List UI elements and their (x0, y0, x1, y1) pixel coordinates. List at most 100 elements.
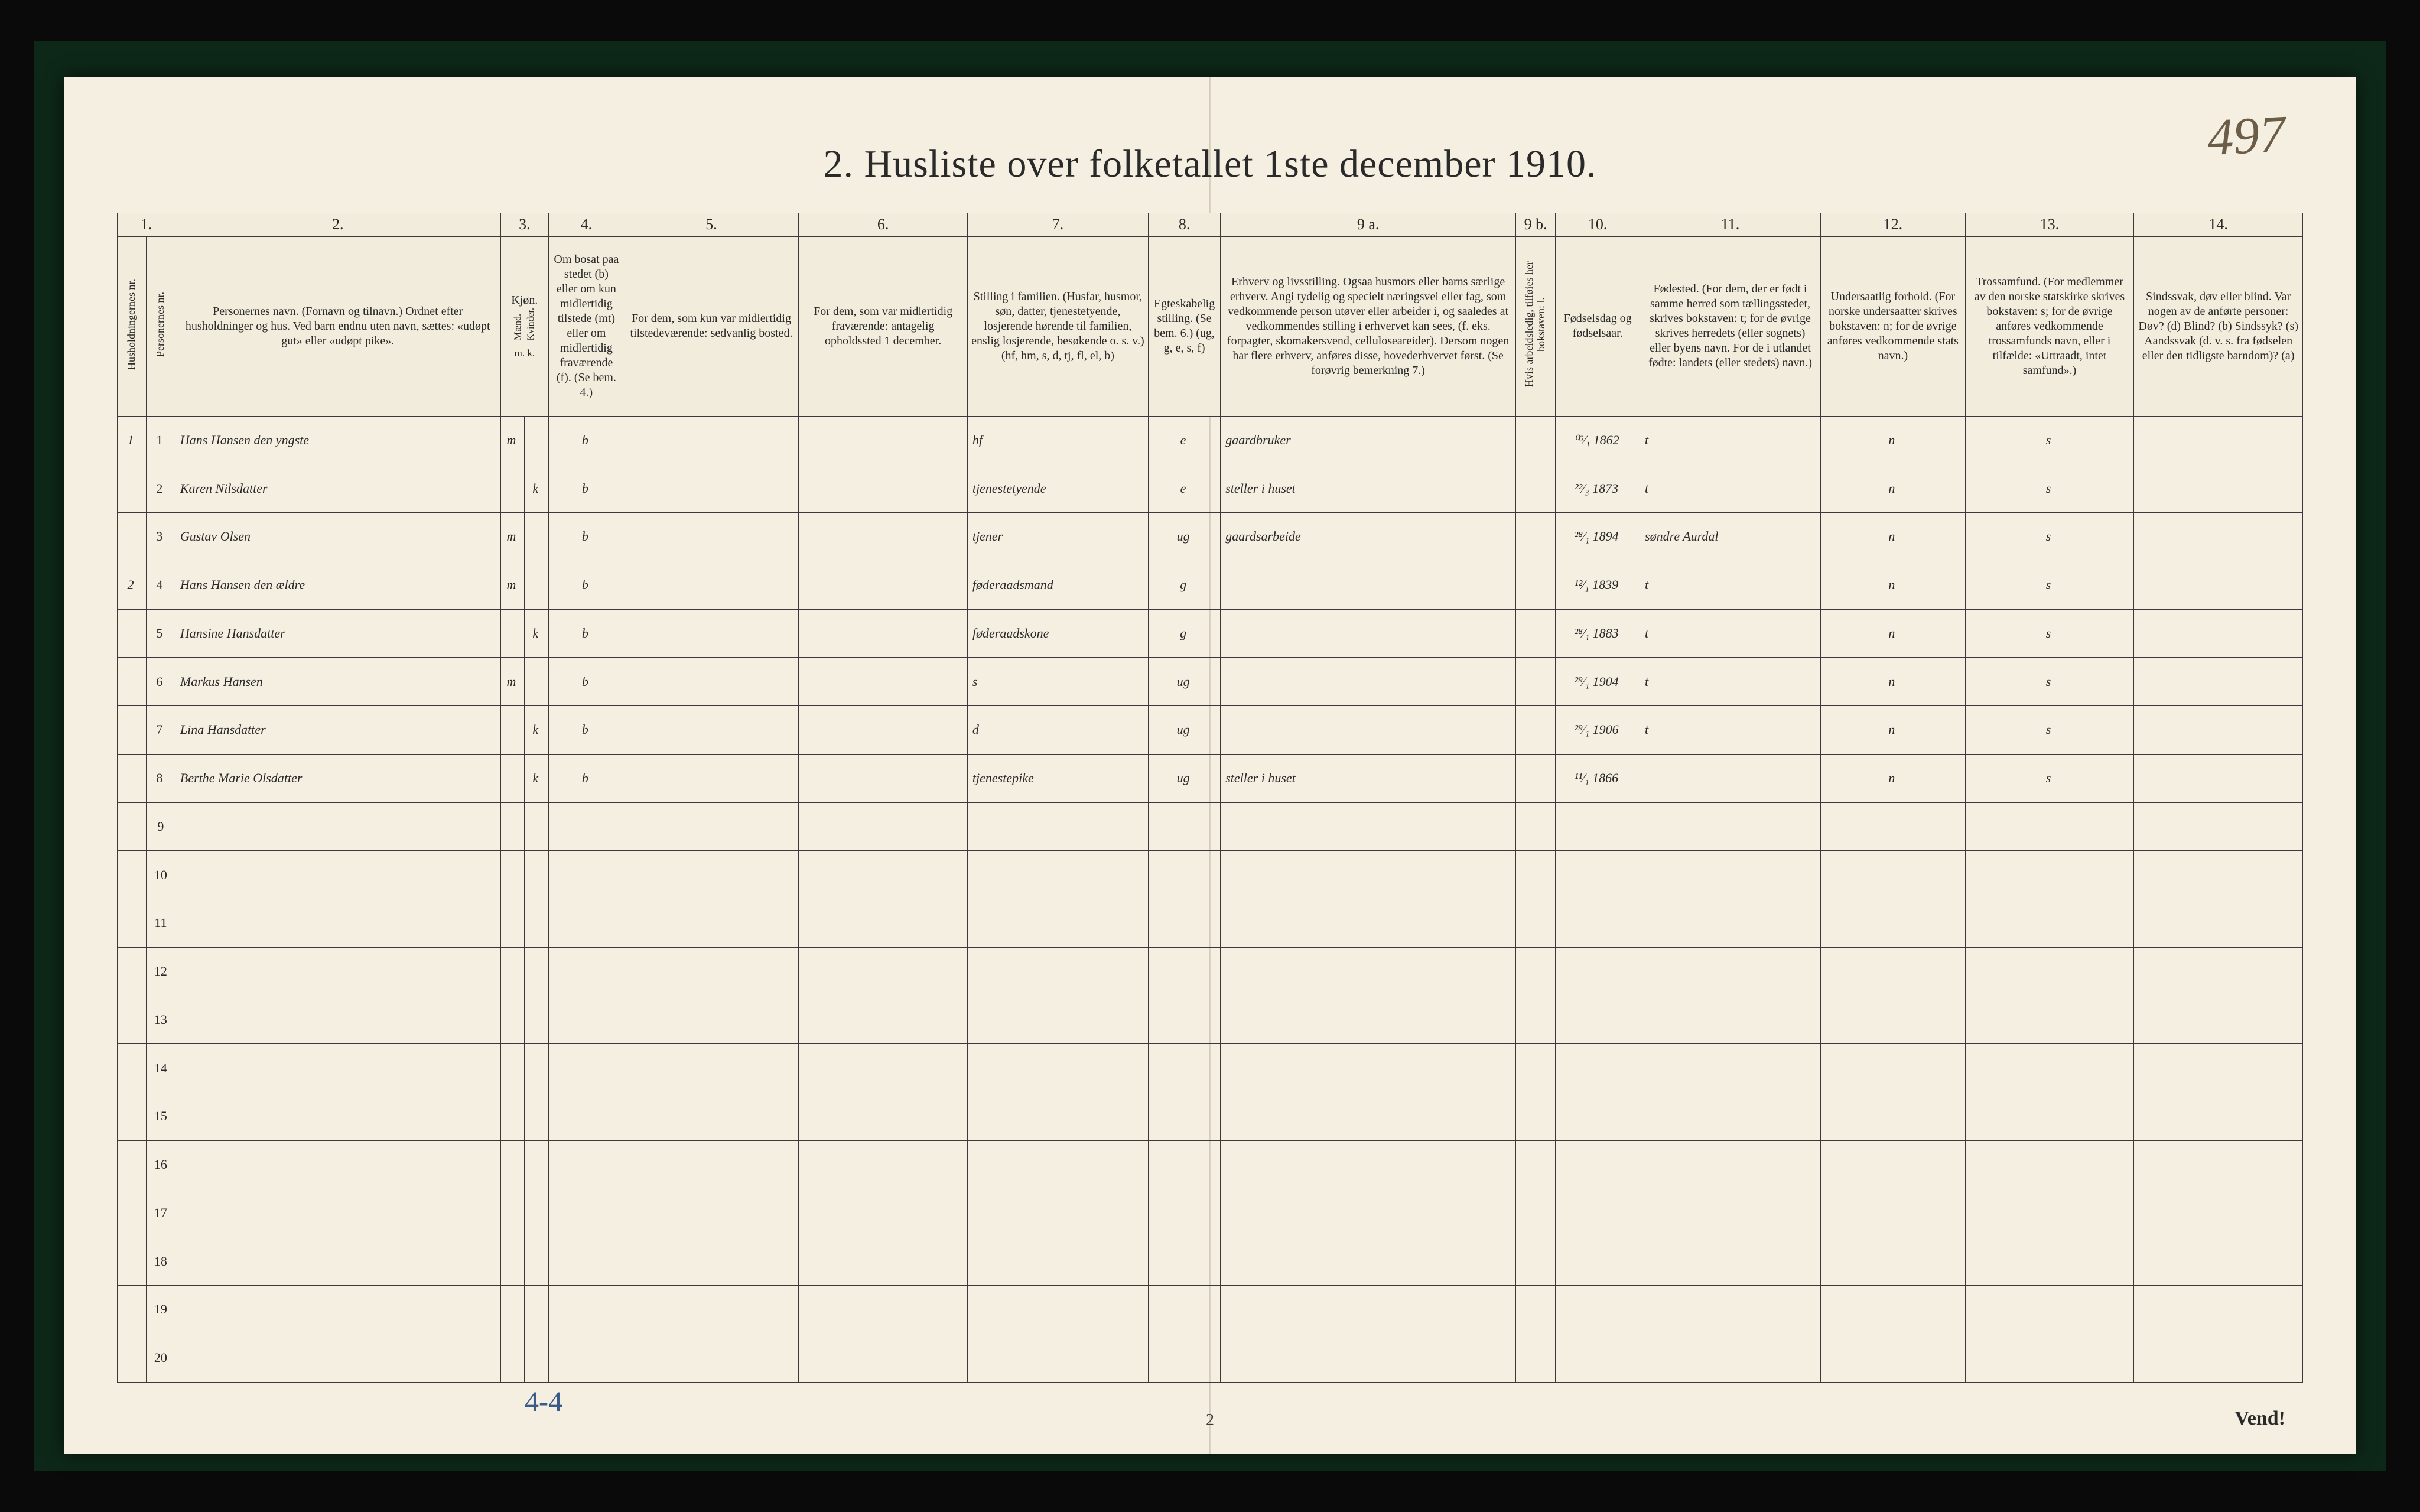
cell-nationality: n (1820, 513, 1965, 561)
cell-family-role: tjenestepike (967, 754, 1148, 802)
empty-cell (1515, 1334, 1555, 1382)
empty-cell (1221, 1092, 1516, 1141)
empty-cell (1148, 802, 1220, 851)
empty-cell (1965, 1286, 2134, 1334)
table-body: 11Hans Hansen den yngstembhfegaardbruker… (118, 416, 2303, 1382)
empty-cell (118, 851, 147, 899)
cell-marital: ug (1148, 513, 1220, 561)
empty-cell (799, 1334, 968, 1382)
empty-cell (2134, 851, 2303, 899)
cell-sex-k: k (525, 464, 549, 513)
empty-cell (967, 802, 1148, 851)
cell-birthplace: t (1640, 609, 1821, 658)
empty-cell (799, 1140, 968, 1189)
empty-cell (624, 1092, 799, 1141)
cell-sex-m (500, 754, 525, 802)
cell-temp-present (624, 464, 799, 513)
cell-name: Hansine Hansdatter (175, 609, 500, 658)
empty-cell (525, 1237, 549, 1286)
empty-cell (1820, 996, 1965, 1044)
cell-person-no: 10 (146, 851, 175, 899)
cell-nationality: n (1820, 561, 1965, 609)
empty-cell (1640, 996, 1821, 1044)
empty-cell (2134, 1140, 2303, 1189)
cell-person-no: 1 (146, 416, 175, 464)
empty-cell (1640, 1092, 1821, 1141)
cell-faith: s (1965, 609, 2134, 658)
empty-cell (1640, 1140, 1821, 1189)
cell-birthplace: søndre Aurdal (1640, 513, 1821, 561)
empty-cell (500, 1140, 525, 1189)
empty-cell (1556, 1237, 1640, 1286)
empty-cell (1148, 851, 1220, 899)
table-row-empty: 12 (118, 947, 2303, 996)
cell-temp-present (624, 561, 799, 609)
hdr-household-no: Husholdningernes nr. (118, 236, 147, 416)
table-row-empty: 16 (118, 1140, 2303, 1189)
empty-cell (1515, 802, 1555, 851)
empty-cell (1148, 1286, 1220, 1334)
cell-person-no: 13 (146, 996, 175, 1044)
table-row-empty: 18 (118, 1237, 2303, 1286)
empty-cell (1965, 1237, 2134, 1286)
empty-cell (967, 1334, 1148, 1382)
hdr-residence: Om bosat paa stedet (b) eller om kun mid… (549, 236, 624, 416)
empty-cell (799, 1286, 968, 1334)
empty-cell (118, 1092, 147, 1141)
empty-cell (118, 899, 147, 948)
cell-birth: ²⁹⁄₁ 1904 (1556, 658, 1640, 706)
empty-cell (1820, 1140, 1965, 1189)
empty-cell (799, 851, 968, 899)
cell-occupation (1221, 658, 1516, 706)
cell-occupation (1221, 561, 1516, 609)
empty-cell (2134, 1092, 2303, 1141)
cell-name: Hans Hansen den yngste (175, 416, 500, 464)
empty-cell (525, 1334, 549, 1382)
cell-family-role: hf (967, 416, 1148, 464)
empty-cell (175, 899, 500, 948)
cell-birth: ²⁸⁄₁ 1894 (1556, 513, 1640, 561)
empty-cell (1221, 851, 1516, 899)
empty-cell (1556, 1189, 1640, 1237)
empty-cell (175, 1189, 500, 1237)
empty-cell (525, 1286, 549, 1334)
cell-person-no: 6 (146, 658, 175, 706)
hdr-temp-present: For dem, som kun var midlertidig tilsted… (624, 236, 799, 416)
empty-cell (624, 996, 799, 1044)
colnum-10: 10. (1556, 213, 1640, 236)
cell-nationality: n (1820, 706, 1965, 755)
cell-residence: b (549, 754, 624, 802)
hdr-household-no-text: Husholdningernes nr. (126, 279, 138, 370)
empty-cell (500, 1092, 525, 1141)
cell-temp-absent (799, 464, 968, 513)
empty-cell (2134, 1044, 2303, 1092)
cell-marital: ug (1148, 754, 1220, 802)
cell-nationality: n (1820, 416, 1965, 464)
empty-cell (118, 1334, 147, 1382)
cell-disability (2134, 561, 2303, 609)
empty-cell (500, 899, 525, 948)
table-row-empty: 14 (118, 1044, 2303, 1092)
empty-cell (624, 1237, 799, 1286)
empty-cell (1965, 1334, 2134, 1382)
empty-cell (1556, 851, 1640, 899)
empty-cell (175, 1286, 500, 1334)
cell-occupation: steller i huset (1221, 464, 1516, 513)
empty-cell (624, 1140, 799, 1189)
empty-cell (1556, 947, 1640, 996)
hdr-disability: Sindssvak, døv eller blind. Var nogen av… (2134, 236, 2303, 416)
cell-sex-k: k (525, 754, 549, 802)
cell-person-no: 20 (146, 1334, 175, 1382)
hdr-family-role: Stilling i familien. (Husfar, husmor, sø… (967, 236, 1148, 416)
colnum-12: 12. (1820, 213, 1965, 236)
hdr-sex: Kjøn. Mænd. Kvinder. m. k. (500, 236, 549, 416)
cell-person-no: 9 (146, 802, 175, 851)
cell-marital: ug (1148, 658, 1220, 706)
cell-unemployed (1515, 561, 1555, 609)
empty-cell (1515, 851, 1555, 899)
cell-household (118, 658, 147, 706)
hdr-occupation: Erhverv og livsstilling. Ogsaa husmors e… (1221, 236, 1516, 416)
cell-birth: ²²⁄₃ 1873 (1556, 464, 1640, 513)
hdr-temp-absent: For dem, som var midlertidig fraværende:… (799, 236, 968, 416)
empty-cell (175, 1140, 500, 1189)
